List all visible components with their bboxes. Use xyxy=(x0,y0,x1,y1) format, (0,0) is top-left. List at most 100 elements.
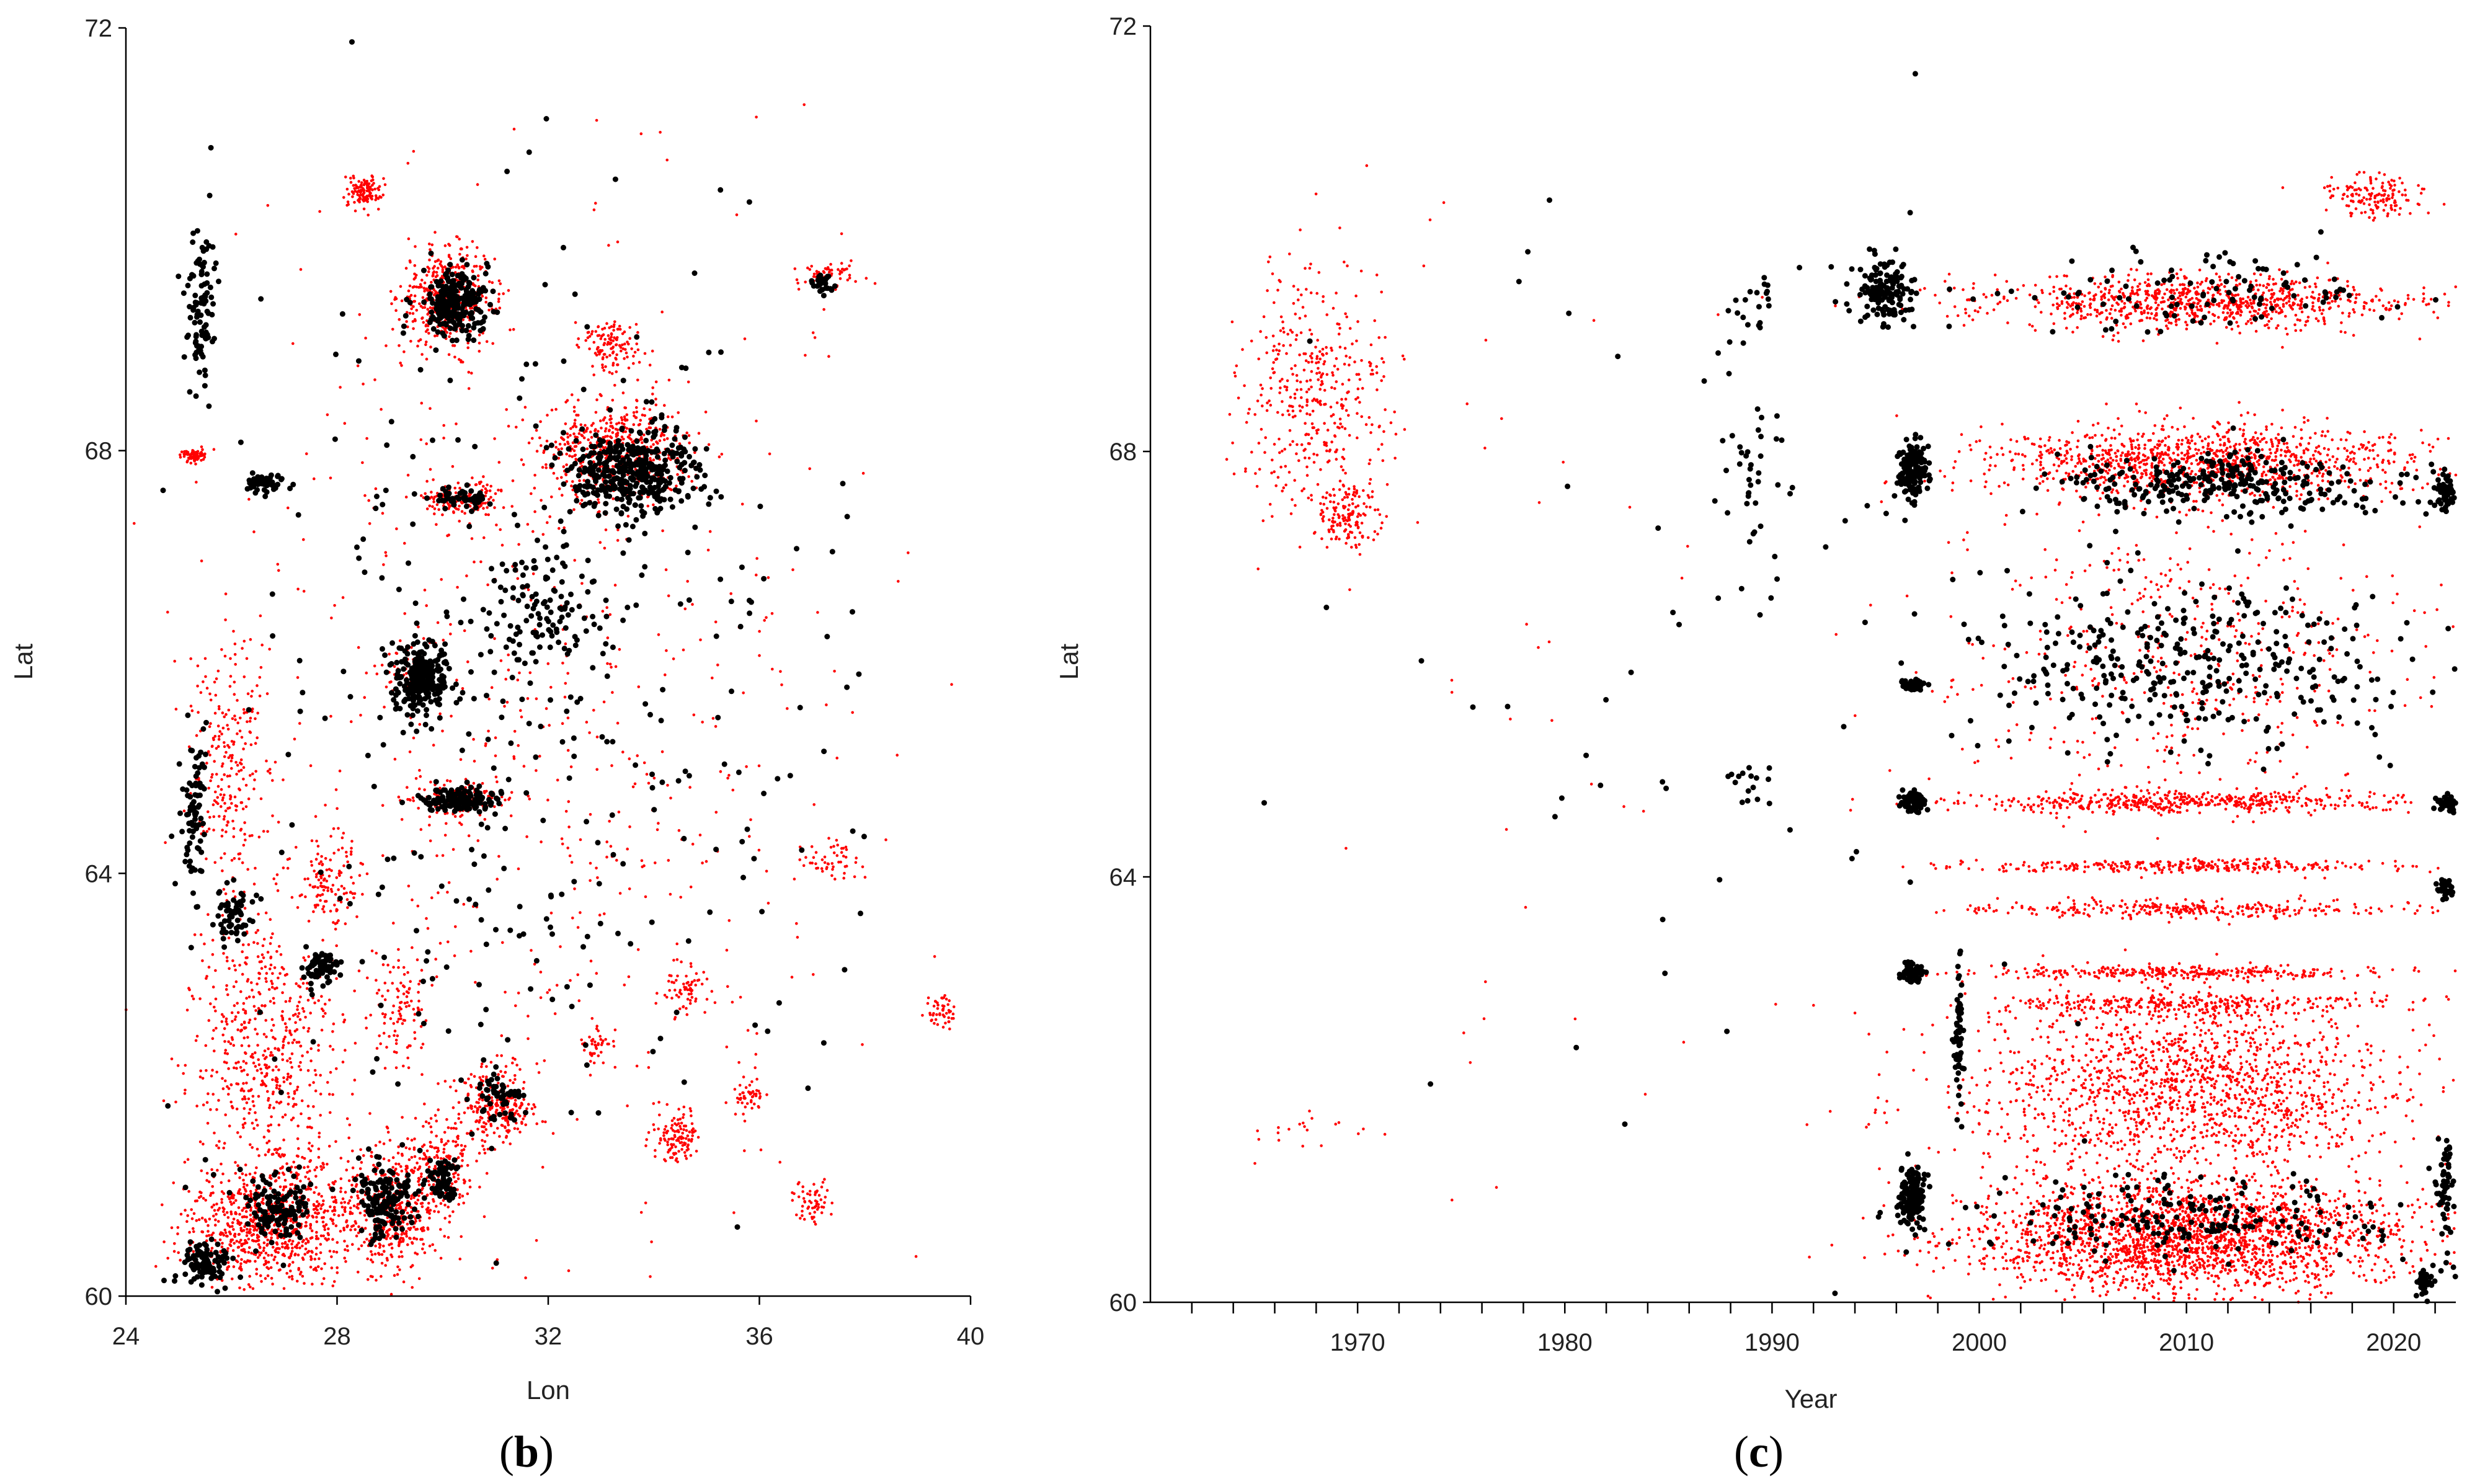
chart-b-point-series-0 xyxy=(941,1004,945,1008)
chart-b-point-series-0 xyxy=(505,408,508,411)
chart-b-point-series-0 xyxy=(276,562,280,566)
chart-b-point-series-0 xyxy=(667,1137,670,1141)
chart-b-point-series-0 xyxy=(437,508,440,511)
chart-b-point-series-0 xyxy=(811,1217,814,1220)
chart-b-point-series-0 xyxy=(299,1180,302,1183)
chart-b-point-series-0 xyxy=(609,338,613,342)
chart-b-point-series-0 xyxy=(327,874,331,878)
chart-b-point-series-0 xyxy=(223,1142,226,1145)
chart-b-point-series-0 xyxy=(238,964,241,967)
chart-b-point-series-0 xyxy=(685,1149,688,1152)
chart-b-point-series-0 xyxy=(354,184,357,187)
chart-b-point-series-0 xyxy=(319,1073,322,1077)
chart-b-point-series-0 xyxy=(497,1073,500,1076)
chart-b-point-series-0 xyxy=(843,871,846,875)
chart-b-point-series-0 xyxy=(391,982,394,985)
chart-b-point-series-0 xyxy=(216,796,220,799)
chart-b-point-series-0 xyxy=(399,1001,402,1005)
chart-b-point-series-0 xyxy=(396,1034,399,1037)
chart-b-point-series-0 xyxy=(290,1242,293,1246)
chart-b-point-series-0 xyxy=(571,480,574,483)
chart-b-point-series-0 xyxy=(234,1161,237,1164)
chart-b-point-series-0 xyxy=(282,1173,286,1176)
chart-b-point-series-0 xyxy=(373,187,376,191)
chart-b-point-series-0 xyxy=(675,993,678,997)
chart-b-point-series-0 xyxy=(401,1153,404,1157)
chart-b-point-series-0 xyxy=(383,1015,386,1019)
chart-b-point-series-0 xyxy=(417,1210,420,1213)
chart-b-point-series-0 xyxy=(234,809,238,812)
chart-b-point-series-0 xyxy=(295,1171,298,1175)
chart-b-point-series-0 xyxy=(365,1237,368,1241)
chart-b-point-series-0 xyxy=(492,499,495,502)
chart-b-point-series-0 xyxy=(213,1005,216,1009)
chart-b-point-series-0 xyxy=(337,919,340,922)
chart-b-point-series-0 xyxy=(281,1245,284,1249)
chart-b-point-series-0 xyxy=(225,1023,229,1026)
chart-b-point-series-0 xyxy=(298,1000,301,1004)
chart-b-point-series-0 xyxy=(556,778,559,782)
chart-b-point-series-0 xyxy=(217,1220,220,1223)
chart-b-point-series-0 xyxy=(224,809,228,812)
chart-b-point-series-0 xyxy=(232,835,236,838)
chart-b-point-series-0 xyxy=(623,357,626,360)
chart-b-point-series-0 xyxy=(322,1199,325,1202)
chart-b-point-series-0 xyxy=(290,1065,294,1069)
chart-b-point-series-0 xyxy=(315,1215,318,1219)
chart-b-point-series-0 xyxy=(306,1251,309,1254)
chart-b-point-series-0 xyxy=(400,1170,404,1173)
chart-b-point-series-0 xyxy=(252,1225,256,1228)
chart-b-point-series-0 xyxy=(232,1228,235,1231)
chart-b-point-series-0 xyxy=(283,1113,287,1116)
chart-b-point-series-0 xyxy=(281,1046,285,1049)
chart-b-point-series-0 xyxy=(301,982,305,985)
chart-b-point-series-0 xyxy=(252,1005,256,1008)
chart-b-point-series-0 xyxy=(750,1080,753,1083)
chart-b-point-series-0 xyxy=(634,416,638,419)
chart-b-point-series-0 xyxy=(664,1159,667,1163)
chart-b-point-series-0 xyxy=(843,865,847,868)
chart-b-point-series-0 xyxy=(445,1117,448,1121)
chart-b-point-series-0 xyxy=(314,875,318,879)
chart-b-point-series-0 xyxy=(602,333,605,336)
chart-b-point-series-0 xyxy=(252,1104,256,1108)
chart-b-point-series-0 xyxy=(344,922,347,925)
chart-b-point-series-0 xyxy=(365,1026,368,1030)
chart-b-point-series-0 xyxy=(453,355,456,359)
chart-b-point-series-0 xyxy=(795,1213,798,1217)
chart-b-point-series-0 xyxy=(256,1147,259,1151)
chart-b-point-series-0 xyxy=(441,513,444,517)
chart-b-point-series-0 xyxy=(267,1129,270,1133)
chart-b-point-series-0 xyxy=(417,1277,421,1281)
chart-b-point-series-0 xyxy=(186,1214,190,1217)
chart-b-point-series-0 xyxy=(211,985,215,989)
chart-b-point-series-0 xyxy=(282,1185,286,1189)
chart-b-point-series-0 xyxy=(808,1199,811,1203)
chart-b-point-series-0 xyxy=(238,1240,241,1244)
chart-b-point-series-0 xyxy=(423,788,426,791)
chart-b-point-series-0 xyxy=(433,292,437,296)
chart-b-point-series-0 xyxy=(244,838,247,842)
chart-b-point-series-0 xyxy=(742,1075,745,1078)
chart-b-point-series-0 xyxy=(823,1178,826,1181)
chart-b-point-series-0 xyxy=(265,1035,268,1039)
chart-b-point-series-0 xyxy=(482,789,486,793)
chart-b-point-series-0 xyxy=(753,1102,756,1106)
chart-b-point-series-0 xyxy=(436,267,440,270)
chart-b-point-series-0 xyxy=(404,267,408,270)
chart-b-point-series-0 xyxy=(405,990,409,993)
chart-b-point-series-0 xyxy=(246,868,250,871)
chart-b-point-series-0 xyxy=(239,758,243,762)
chart-b-point-series-0 xyxy=(734,1113,737,1116)
chart-b-point-series-0 xyxy=(812,803,816,806)
chart-b-point-series-0 xyxy=(942,996,946,999)
chart-b-point-series-0 xyxy=(262,938,266,941)
chart-b-point-series-0 xyxy=(465,257,468,260)
chart-b-point-series-0 xyxy=(388,652,391,656)
chart-b-point-series-0 xyxy=(234,718,237,721)
chart-b-point-series-0 xyxy=(445,1155,448,1158)
chart-b-point-series-0 xyxy=(495,1104,498,1108)
chart-b-point-series-0 xyxy=(660,310,664,314)
chart-b-point-series-0 xyxy=(185,1008,189,1012)
chart-b-point-series-0 xyxy=(428,824,431,827)
